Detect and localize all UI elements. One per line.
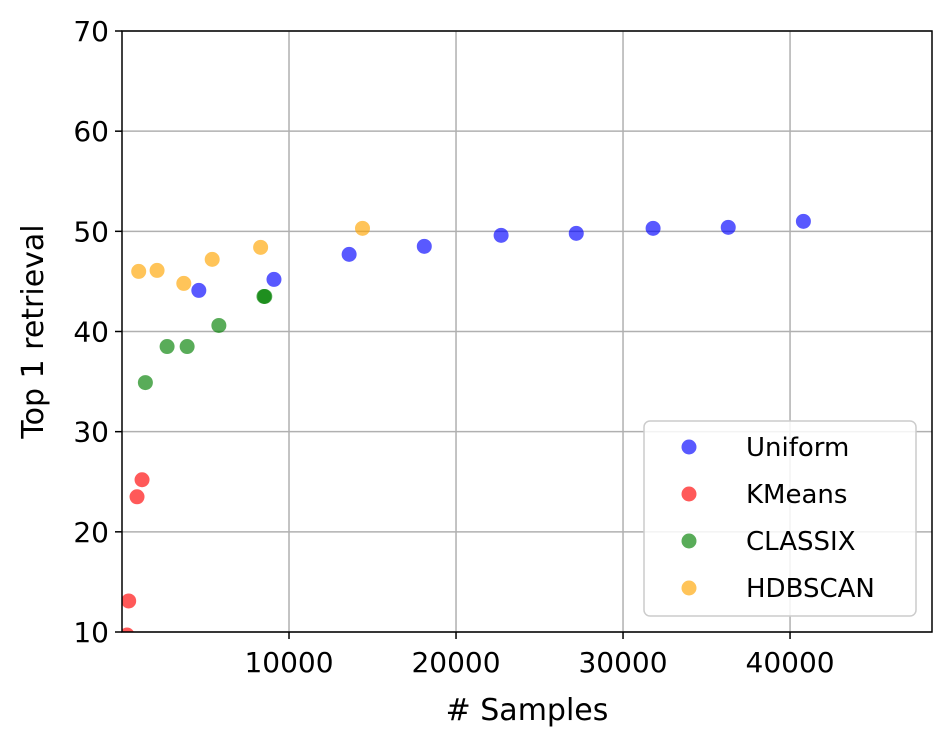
x-tick-label: 10000 bbox=[244, 646, 333, 679]
point-uniform bbox=[266, 271, 282, 287]
legend-marker-kmeans bbox=[681, 486, 697, 502]
y-tick-label: 20 bbox=[73, 516, 109, 549]
x-axis-title: # Samples bbox=[446, 693, 609, 728]
point-uniform bbox=[645, 220, 661, 236]
y-tick-label: 10 bbox=[73, 616, 109, 649]
point-classix bbox=[211, 317, 227, 333]
point-uniform bbox=[568, 225, 584, 241]
point-kmeans bbox=[129, 489, 145, 505]
y-axis-title: Top 1 retrieval bbox=[16, 224, 51, 439]
point-classix bbox=[179, 339, 195, 355]
legend-label-uniform: Uniform bbox=[746, 433, 849, 463]
y-tick-label: 30 bbox=[73, 416, 109, 449]
point-kmeans bbox=[134, 472, 150, 488]
point-hdbscan bbox=[176, 275, 192, 291]
legend-label-classix: CLASSIX bbox=[746, 527, 856, 557]
point-hdbscan bbox=[149, 262, 165, 278]
point-uniform bbox=[493, 227, 509, 243]
legend-marker-classix bbox=[681, 533, 697, 549]
point-uniform bbox=[416, 238, 432, 254]
legend-label-kmeans: KMeans bbox=[746, 480, 847, 510]
point-classix bbox=[159, 339, 175, 355]
point-kmeans bbox=[122, 593, 137, 609]
point-hdbscan bbox=[253, 239, 269, 255]
y-tick-label: 50 bbox=[73, 215, 109, 248]
point-classix bbox=[137, 375, 153, 391]
legend-label-hdbscan: HDBSCAN bbox=[746, 574, 875, 604]
data-points bbox=[122, 213, 811, 632]
point-uniform bbox=[795, 213, 811, 229]
y-tick-label: 40 bbox=[73, 316, 109, 349]
point-hdbscan bbox=[354, 220, 370, 236]
point-hdbscan bbox=[204, 251, 220, 267]
y-tick-label: 70 bbox=[73, 15, 109, 48]
legend-marker-hdbscan bbox=[681, 580, 697, 596]
point-uniform bbox=[341, 246, 357, 262]
legend-box bbox=[643, 420, 917, 617]
point-uniform bbox=[720, 219, 736, 235]
axis-ticks: 10000 20000 30000 40000 10 20 30 40 50 60 70 bbox=[73, 15, 834, 679]
point-kmeans bbox=[122, 627, 134, 632]
legend-marker-uniform bbox=[681, 439, 697, 455]
point-hdbscan bbox=[131, 263, 147, 279]
x-tick-label: 20000 bbox=[411, 646, 500, 679]
x-tick-label: 30000 bbox=[578, 646, 667, 679]
y-tick-label: 60 bbox=[73, 115, 109, 148]
legend: Uniform KMeans CLASSIX HDBSCAN bbox=[643, 420, 917, 617]
point-classix bbox=[257, 288, 273, 304]
x-tick-label: 40000 bbox=[746, 646, 835, 679]
point-uniform bbox=[191, 282, 207, 298]
